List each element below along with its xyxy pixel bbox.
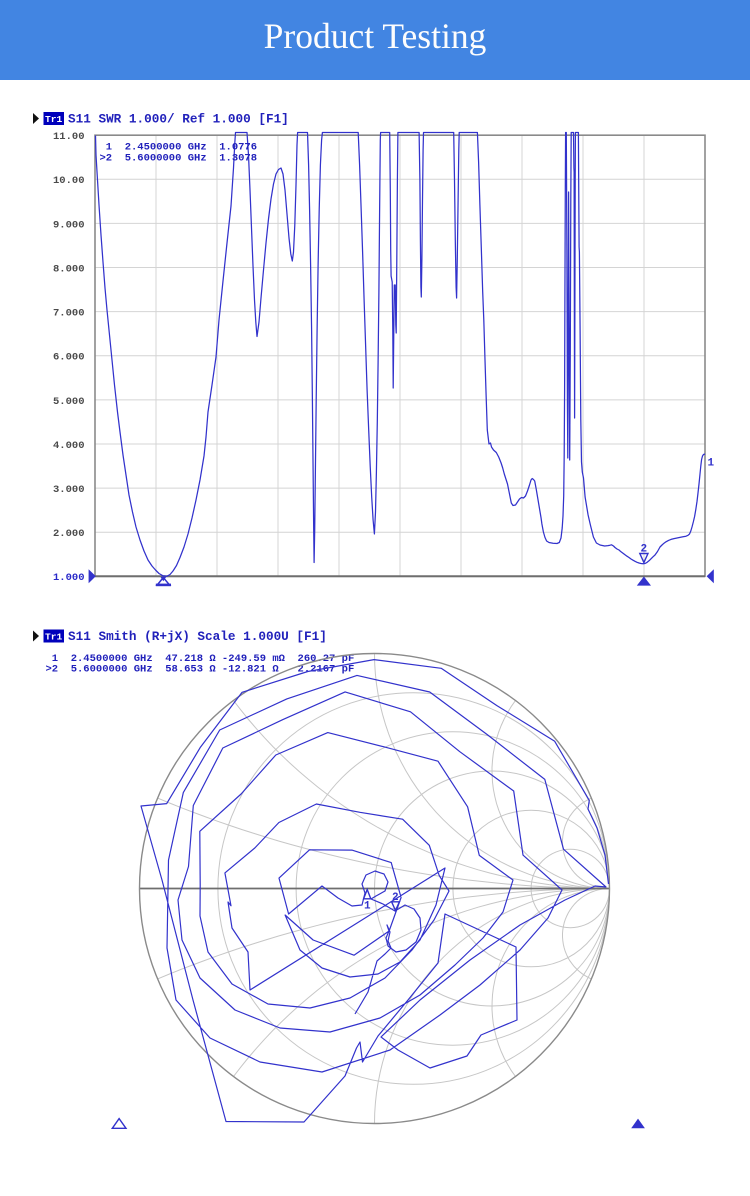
svg-text:S11 Smith (R+jX) Scale 1.000U: S11 Smith (R+jX) Scale 1.000U [F1] <box>68 629 327 644</box>
svg-text:Tr1: Tr1 <box>45 632 63 643</box>
svg-text:6.000: 6.000 <box>53 352 85 364</box>
svg-text:1 2.4500000 GHz 1.0776: 1 2.4500000 GHz 1.0776 <box>100 142 258 154</box>
svg-text:1: 1 <box>708 458 715 470</box>
svg-text:9.000: 9.000 <box>53 219 85 231</box>
svg-text:1: 1 <box>364 901 371 913</box>
svg-text:2: 2 <box>640 544 647 556</box>
svg-text:10.00: 10.00 <box>53 175 85 187</box>
svg-text:>2 5.6000000 GHz 58.653 Ω -1: >2 5.6000000 GHz 58.653 Ω -12.821 Ω 2.21… <box>46 664 355 676</box>
svg-text:1 2.4500000 GHz 47.218 Ω -24: 1 2.4500000 GHz 47.218 Ω -249.59 mΩ 260.… <box>46 653 355 665</box>
svg-text:4.000: 4.000 <box>53 440 85 452</box>
svg-text:S11 SWR 1.000/ Ref 1.000 [F1]: S11 SWR 1.000/ Ref 1.000 [F1] <box>68 112 289 127</box>
svg-text:Tr1: Tr1 <box>45 114 63 125</box>
svg-text:11.00: 11.00 <box>53 131 85 143</box>
svg-text:2.000: 2.000 <box>53 528 85 540</box>
svg-text:>2 5.6000000 GHz 1.3078: >2 5.6000000 GHz 1.3078 <box>100 153 258 165</box>
svg-text:2: 2 <box>392 892 399 904</box>
svg-text:5.000: 5.000 <box>53 396 85 408</box>
svg-text:8.000: 8.000 <box>53 263 85 275</box>
svg-text:1.000: 1.000 <box>53 572 85 584</box>
svg-text:3.000: 3.000 <box>53 484 85 496</box>
svg-text:7.000: 7.000 <box>53 308 85 320</box>
